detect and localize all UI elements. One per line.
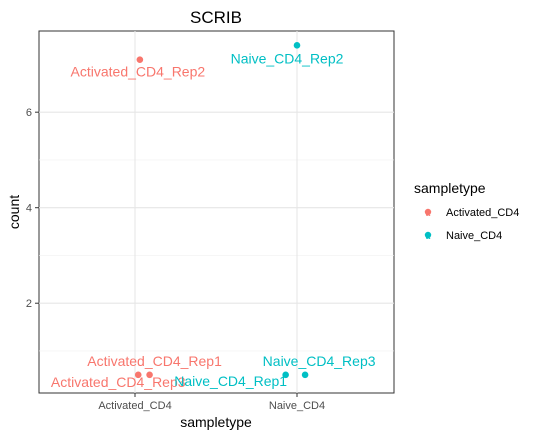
legend-key-letter: a	[426, 232, 431, 241]
legend-key-letter: a	[426, 209, 431, 218]
point-label: Naive_CD4_Rep3	[263, 353, 376, 369]
grid-lines	[39, 31, 394, 393]
x-tick-label: Activated_CD4	[98, 400, 171, 412]
data-point	[146, 371, 153, 379]
chart-title: SCRIB	[190, 8, 242, 27]
y-tick-label: 2	[26, 298, 32, 310]
point-label: Naive_CD4_Rep2	[231, 50, 344, 66]
point-label: Naive_CD4_Rep1	[174, 373, 287, 389]
plot-panel	[38, 30, 395, 394]
legend-key-point	[424, 231, 432, 239]
point-labels: Activated_CD4_Rep2 Activated_CD4_Rep1 Acti…	[51, 50, 376, 390]
legend-key-point	[424, 208, 432, 216]
y-tick-label: 6	[26, 107, 32, 119]
point-label: Activated_CD4_Rep3	[51, 374, 186, 390]
data-point	[282, 371, 289, 379]
point-label: Activated_CD4_Rep1	[87, 353, 222, 369]
data-point	[134, 371, 142, 379]
axes: 2 4 6 Activated_CD4 Naive_CD4	[26, 107, 325, 412]
legend-item-label: Activated_CD4	[446, 207, 519, 219]
point-label: Activated_CD4_Rep2	[71, 64, 206, 80]
legend-title: sampletype	[414, 180, 486, 196]
data-marks	[134, 42, 309, 379]
x-axis-title: sampletype	[180, 414, 252, 430]
y-tick-label: 4	[26, 203, 32, 215]
legend-item-label: Naive_CD4	[446, 230, 502, 242]
y-axis-title: count	[6, 195, 22, 229]
data-point	[301, 371, 309, 379]
data-point	[293, 42, 301, 49]
data-point	[136, 56, 144, 63]
x-tick-label: Naive_CD4	[269, 400, 325, 412]
